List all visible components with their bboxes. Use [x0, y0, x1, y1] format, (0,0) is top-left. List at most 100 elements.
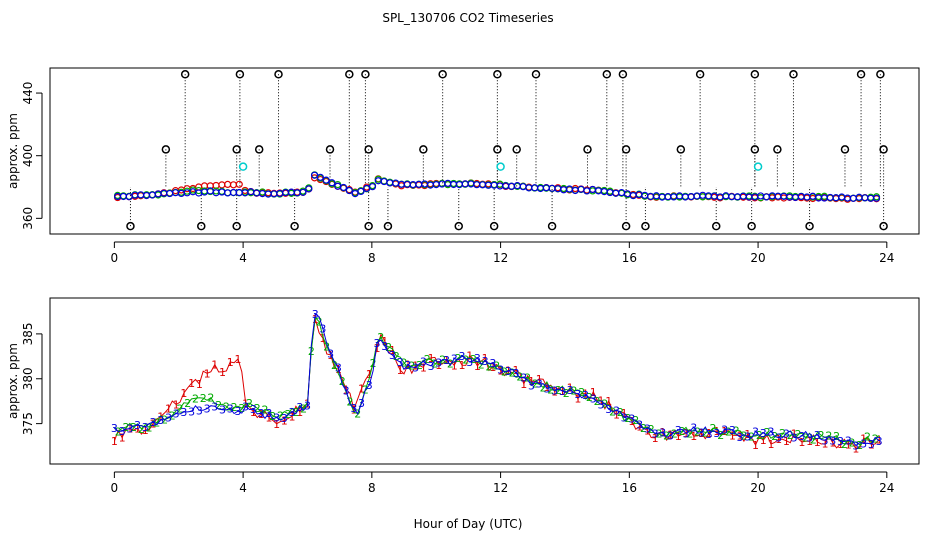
reference-point — [750, 70, 760, 79]
series-point-3: 3 — [211, 400, 218, 413]
series-point-1: 1 — [621, 407, 628, 420]
reference-point — [879, 221, 888, 231]
measurement-point — [229, 181, 238, 189]
series-point-2: 2 — [609, 406, 616, 419]
series-point-1: 1 — [281, 415, 288, 428]
series-point-2: 2 — [570, 385, 577, 398]
series-point-3: 3 — [420, 356, 427, 369]
series-point-1: 1 — [319, 332, 326, 345]
reference-point — [840, 145, 850, 154]
reference-point — [232, 221, 241, 231]
series-point-1: 1 — [775, 433, 782, 446]
series-point-2: 2 — [455, 352, 462, 365]
series-point-3: 3 — [296, 401, 303, 414]
series-point-1: 1 — [466, 350, 473, 363]
series-point-2: 2 — [323, 341, 330, 354]
measurement-point — [339, 183, 348, 192]
series-point-2: 2 — [184, 397, 191, 410]
series-point-3: 3 — [837, 435, 844, 448]
series-point-1: 1 — [814, 436, 821, 449]
series-point-1: 1 — [675, 430, 682, 443]
series-point-2: 2 — [431, 357, 438, 370]
reference-point — [789, 70, 798, 79]
series-point-2: 2 — [764, 426, 771, 439]
series-point-1: 1 — [798, 436, 805, 449]
x-tick-label: 16 — [622, 481, 637, 495]
series-point-2: 2 — [563, 387, 570, 400]
series-point-1: 1 — [350, 404, 357, 417]
series-point-2: 2 — [717, 429, 724, 442]
series-point-2: 2 — [269, 410, 276, 423]
series-point-1: 1 — [489, 361, 496, 374]
series-point-3: 3 — [482, 355, 489, 368]
series-point-3: 3 — [644, 422, 651, 435]
series-point-1: 1 — [358, 382, 365, 395]
series-point-3: 3 — [358, 397, 365, 410]
series-point-3: 3 — [598, 399, 605, 412]
series-point-2: 2 — [462, 354, 469, 367]
series-point-1: 1 — [227, 356, 234, 369]
series-point-2: 2 — [146, 421, 153, 434]
series-point-1: 1 — [520, 378, 527, 391]
series-point-2: 2 — [849, 436, 856, 449]
series-point-1: 1 — [574, 393, 581, 406]
series-point-2: 2 — [516, 370, 523, 383]
reference-point — [493, 70, 502, 79]
series-point-3: 3 — [126, 423, 133, 436]
series-point-3: 3 — [273, 411, 280, 424]
series-point-2: 2 — [818, 429, 825, 442]
series-point-3: 3 — [180, 406, 187, 419]
series-point-2: 2 — [138, 423, 145, 436]
series-point-1: 1 — [729, 429, 736, 442]
series-point-2: 2 — [725, 425, 732, 438]
reference-point — [621, 145, 631, 154]
series-point-3: 3 — [721, 424, 728, 437]
series-point-1: 1 — [381, 335, 388, 348]
series-point-3: 3 — [652, 428, 659, 441]
series-point-1: 1 — [543, 381, 550, 394]
series-point-1: 1 — [497, 364, 504, 377]
reference-point — [750, 145, 760, 154]
series-point-3: 3 — [343, 384, 350, 397]
measurement-point — [357, 187, 365, 196]
series-point-2: 2 — [578, 386, 585, 399]
series-point-1: 1 — [157, 411, 164, 424]
series-point-2: 2 — [794, 428, 801, 441]
series-point-1: 1 — [698, 427, 705, 440]
series-point-1: 1 — [767, 438, 774, 451]
x-tick-label: 12 — [493, 251, 508, 265]
series-point-2: 2 — [300, 403, 307, 416]
reference-point — [711, 221, 721, 231]
series-point-1: 1 — [829, 437, 836, 450]
reference-point — [753, 162, 763, 171]
series-point-2: 2 — [740, 430, 747, 443]
measurement-point — [224, 189, 232, 197]
series-point-3: 3 — [505, 365, 512, 378]
series-point-1: 1 — [644, 424, 651, 437]
series-point-2: 2 — [532, 377, 539, 390]
series-point-3: 3 — [157, 414, 164, 427]
series-point-3: 3 — [350, 402, 357, 415]
series-point-2: 2 — [710, 422, 717, 435]
series-point-3: 3 — [543, 382, 550, 395]
reference-point — [547, 221, 557, 231]
x-tick-label: 0 — [111, 481, 119, 495]
series-point-2: 2 — [524, 372, 531, 385]
series-point-2: 2 — [555, 384, 562, 397]
series-point-3: 3 — [798, 430, 805, 443]
series-point-1: 1 — [196, 378, 203, 391]
series-point-2: 2 — [331, 359, 338, 372]
series-point-3: 3 — [134, 419, 141, 432]
reference-point — [345, 70, 354, 79]
series-point-3: 3 — [250, 403, 257, 416]
reference-point — [325, 145, 335, 154]
series-point-1: 1 — [737, 429, 744, 442]
series-point-3: 3 — [204, 403, 211, 416]
series-point-1: 1 — [273, 418, 280, 431]
reference-point — [676, 145, 686, 154]
x-tick-label: 4 — [239, 251, 247, 265]
reference-point — [621, 221, 631, 231]
series-point-2: 2 — [810, 433, 817, 446]
series-point-1: 1 — [551, 386, 558, 399]
